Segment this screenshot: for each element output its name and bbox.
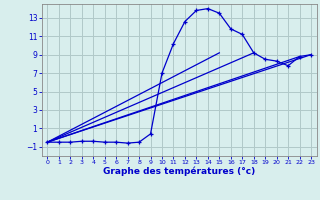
X-axis label: Graphe des températures (°c): Graphe des températures (°c) bbox=[103, 167, 255, 176]
